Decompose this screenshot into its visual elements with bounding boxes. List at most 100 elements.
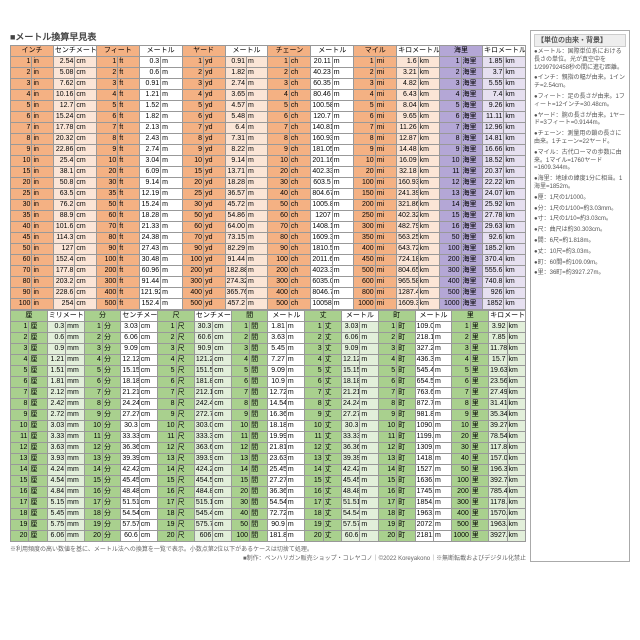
cell: km [507, 355, 525, 366]
cell: m [246, 211, 267, 222]
cell: 21.81 [268, 443, 286, 454]
cell: 3 [182, 79, 203, 90]
cell: 1005.84 [311, 200, 332, 211]
cell: 9 [354, 145, 375, 156]
cell: 218.18 [415, 333, 433, 344]
cell: 3.03 [121, 322, 139, 333]
cell: 19 [11, 520, 29, 531]
cell: m [332, 255, 353, 266]
cell: 1 [11, 57, 32, 68]
cell: mm [66, 355, 84, 366]
cell: km [507, 344, 525, 355]
cell: 14 [11, 465, 29, 476]
cell: 1.6 [397, 57, 418, 68]
cell: m [161, 57, 182, 68]
cell: mm [66, 520, 84, 531]
cell: 300 [268, 277, 289, 288]
cell: 1287.44 [397, 288, 418, 299]
cell: 1.21 [47, 355, 65, 366]
cell: 24.24 [121, 399, 139, 410]
cell: 274.32 [225, 277, 246, 288]
cell: 間 [250, 410, 268, 421]
column-header: キロメートル [482, 46, 525, 57]
cell: 400 [268, 288, 289, 299]
cell: 町 [397, 520, 415, 531]
cell: 20 [96, 167, 117, 178]
cell: 926 [482, 288, 503, 299]
cell: in [32, 299, 53, 310]
cell: 海里 [461, 57, 482, 68]
cell: 11 [305, 432, 323, 443]
cell: 厘 [29, 531, 47, 542]
cell: 町 [397, 454, 415, 465]
cell: km [504, 189, 526, 200]
cell: cm [75, 90, 96, 101]
table-row: 12厘3.63mm12分36.36cm12尺363.6cm12間21.81m12… [11, 443, 526, 454]
cell: ch [289, 123, 310, 134]
cell: 里 [470, 465, 488, 476]
cell: 16.36 [268, 410, 286, 421]
table-row: 35in88.9cm60ft18.28m50yd54.86m60ch1207m2… [11, 211, 526, 222]
cell: m [246, 255, 267, 266]
cell: ch [289, 156, 310, 167]
cell: 17.78 [53, 123, 74, 134]
cell: km [504, 233, 526, 244]
cell: cm [139, 454, 157, 465]
cell: 2.72 [47, 410, 65, 421]
cell: 196.36 [489, 465, 507, 476]
cell: 54.54 [121, 509, 139, 520]
table-row: 90in228.6cm400ft121.92m400yd365.76m400ch… [11, 288, 526, 299]
table-row: 9厘2.72mm9分27.27cm9尺272.7cm9間16.36m9丈27.2… [11, 410, 526, 421]
cell: 5.08 [53, 68, 74, 79]
cell: 里 [470, 487, 488, 498]
cell: 1408.17 [311, 222, 332, 233]
cell: 27.27 [342, 410, 360, 421]
cell: 763.63 [415, 388, 433, 399]
cell: 303.03 [194, 421, 212, 432]
cell: m [286, 520, 304, 531]
cell: ch [289, 299, 310, 310]
cell: 7 [96, 123, 117, 134]
cell: 15 [440, 211, 461, 222]
cell: m [332, 288, 353, 299]
cell: m [161, 200, 182, 211]
cell: m [161, 68, 182, 79]
cell: 100 [231, 531, 249, 542]
cell: 厘 [29, 399, 47, 410]
cell: mi [375, 288, 396, 299]
cell: 厘 [29, 421, 47, 432]
cell: 16.66 [482, 145, 503, 156]
cell: cm [213, 421, 231, 432]
cell: 500 [354, 266, 375, 277]
cell: 18.18 [268, 421, 286, 432]
cell: 町 [397, 410, 415, 421]
cell: 152.4 [139, 299, 160, 310]
cell: in [32, 211, 53, 222]
cell: 60.96 [139, 266, 160, 277]
cell: 尺 [176, 388, 194, 399]
cell: m [161, 101, 182, 112]
cell: 1 [440, 57, 461, 68]
cell: ft [118, 189, 139, 200]
cell: 尺 [176, 377, 194, 388]
cell: 海里 [461, 123, 482, 134]
cell: m [286, 531, 304, 542]
table-row: 13厘3.93mm13分39.39cm13尺393.9cm13間23.63m13… [11, 454, 526, 465]
cell: 里 [470, 410, 488, 421]
cell: ch [289, 277, 310, 288]
cell: 203.2 [53, 277, 74, 288]
cell: m [286, 421, 304, 432]
cell: m [246, 123, 267, 134]
cell: km [504, 101, 526, 112]
cell: 1 [452, 322, 470, 333]
cell: cm [213, 322, 231, 333]
table-row: 4厘1.21mm4分12.12cm4尺121.2cm4間7.27m4丈12.12… [11, 355, 526, 366]
cell: cm [213, 476, 231, 487]
cell: 4 [378, 355, 396, 366]
cell: 14 [231, 465, 249, 476]
cell: ft [118, 277, 139, 288]
cell: 484.8 [194, 487, 212, 498]
table-row: 1厘0.3mm1分3.03cm1尺30.3cm1間1.81m1丈3.03m1町1… [11, 322, 526, 333]
cell: 121.92 [139, 288, 160, 299]
cell: cm [213, 399, 231, 410]
